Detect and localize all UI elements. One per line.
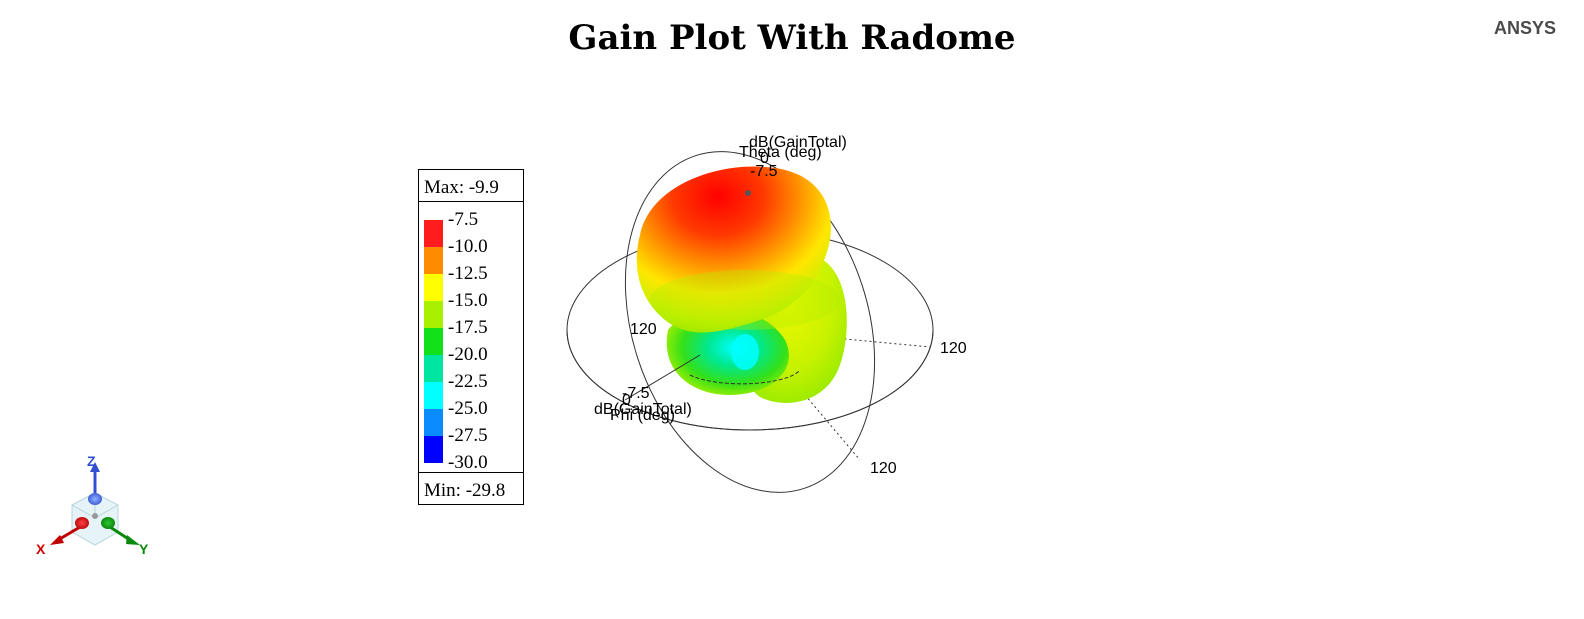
- legend-swatch: [424, 355, 443, 382]
- x-arrow-head: [50, 535, 64, 545]
- legend-tick-label: -10.0: [448, 236, 488, 257]
- theta-quantity-label: dB(GainTotal): [749, 134, 847, 151]
- color-legend: Max: -9.9 -7.5 -10.0 -12.5 -15.0 -17.5 -20.0 -…: [418, 169, 524, 505]
- phi-marker-line: [624, 354, 701, 401]
- y-axis-arrow: [109, 525, 131, 542]
- inner-ring: [689, 369, 801, 385]
- legend-tick-label: -22.5: [448, 371, 488, 392]
- legend-tick-label: -15.0: [448, 290, 488, 311]
- lobe-shading: [650, 270, 840, 330]
- radiation-pattern: [636, 166, 847, 403]
- y-arrow-head: [126, 535, 140, 545]
- chart-title: Gain Plot With Radome: [568, 18, 1016, 58]
- phi-axis-label: Phi (deg): [610, 407, 675, 424]
- x-axis-label: X: [36, 541, 46, 557]
- x-axis-arrow: [57, 525, 81, 542]
- main-lobe: [636, 166, 831, 333]
- elevation-ring: [624, 151, 876, 493]
- legend-swatch: [424, 328, 443, 355]
- theta-axis-label: Theta (deg): [739, 144, 822, 161]
- phi-quantity-label: dB(GainTotal): [594, 401, 692, 418]
- y-axis-label: Y: [139, 541, 149, 557]
- cyan-spot: [731, 334, 759, 370]
- theta-origin: [745, 190, 751, 196]
- x-blob: [75, 517, 89, 529]
- legend-min: Min: -29.8: [419, 472, 523, 504]
- ring-label-right: 120: [940, 340, 967, 357]
- legend-tick-label: -25.0: [448, 398, 488, 419]
- z-blob: [88, 493, 102, 505]
- legend-swatch: [424, 409, 443, 436]
- legend-tick-label: -17.5: [448, 317, 488, 338]
- theta-zero-label: 0: [760, 150, 769, 167]
- legend-swatch: [424, 247, 443, 274]
- legend-swatch: [424, 436, 443, 463]
- z-arrow-head: [90, 462, 100, 472]
- legend-swatch: [424, 220, 443, 247]
- z-axis-label: Z: [87, 453, 96, 469]
- phi-value-label: -7.5: [622, 385, 650, 402]
- phi-zero-label: 0: [622, 392, 631, 409]
- legend-tick-label: -12.5: [448, 263, 488, 284]
- orientation-triad[interactable]: Z X Y: [36, 453, 149, 557]
- legend-max: Max: -9.9: [419, 170, 523, 202]
- y-blob: [101, 517, 115, 529]
- legend-swatch: [424, 382, 443, 409]
- theta-value-label: -7.5: [750, 163, 778, 180]
- azimuth-ring-front: [566, 329, 934, 431]
- legend-tick-label: -27.5: [448, 425, 488, 446]
- legend-tick-label: -20.0: [448, 344, 488, 365]
- ring-label-left: 120: [630, 321, 657, 338]
- legend-tick-label: -7.5: [448, 209, 479, 230]
- legend-swatch: [424, 301, 443, 328]
- ansys-logo: ANSYS: [1493, 18, 1556, 38]
- ring-label-bottom: 120: [870, 460, 897, 477]
- legend-tick-label: -30.0: [448, 452, 488, 473]
- legend-swatch: [424, 274, 443, 301]
